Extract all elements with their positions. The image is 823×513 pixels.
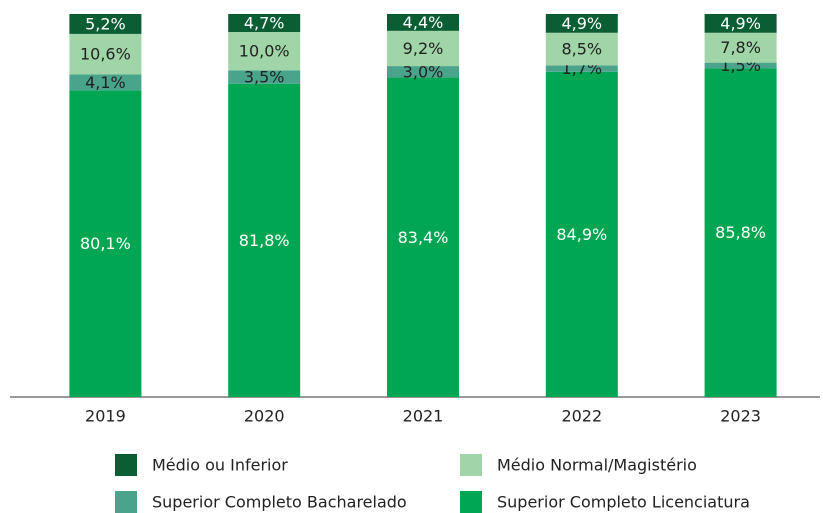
value-label: 4,4% (403, 13, 444, 32)
value-label: 8,5% (561, 40, 602, 59)
value-label: 4,7% (244, 14, 285, 33)
value-label: 3,5% (244, 68, 285, 87)
bar-segment (704, 62, 777, 69)
bar-segment (69, 90, 142, 397)
x-tick-label: 2019 (85, 407, 126, 426)
bar-segment (545, 32, 618, 66)
bar-segment (69, 33, 142, 75)
legend-label: Superior Completo Bacharelado (152, 493, 407, 512)
bar-segment (545, 65, 618, 72)
value-label: 9,2% (403, 39, 444, 58)
value-label: 3,0% (403, 62, 444, 81)
value-label: 84,9% (556, 225, 607, 244)
bar-segment (387, 66, 459, 78)
bar-segment (704, 14, 777, 33)
value-label: 7,8% (720, 38, 761, 57)
legend-swatch (460, 454, 482, 476)
bar-segment (228, 14, 301, 33)
legend-swatch (115, 454, 137, 476)
legend-label: Superior Completo Licenciatura (497, 493, 750, 512)
value-label: 5,2% (85, 14, 126, 33)
value-label: 4,9% (720, 14, 761, 33)
legend-label: Médio Normal/Magistério (497, 456, 697, 475)
x-tick-label: 2020 (244, 407, 285, 426)
value-label: 81,8% (239, 231, 290, 250)
bar-segment (387, 30, 459, 67)
value-label: 10,6% (80, 45, 131, 64)
x-tick-label: 2023 (720, 407, 761, 426)
value-label: 4,9% (561, 14, 602, 33)
bar-segment (228, 70, 301, 84)
value-label: 4,1% (85, 73, 126, 92)
value-label: 10,0% (239, 42, 290, 61)
bar-segment (228, 32, 301, 71)
legend-swatch (115, 491, 137, 513)
bar-segment (387, 77, 459, 397)
value-label: 80,1% (80, 234, 131, 253)
bar-segment (69, 14, 142, 34)
bar-segment (69, 74, 142, 91)
bar-segment (704, 32, 777, 63)
bar-segment (545, 14, 618, 33)
legend-swatch (460, 491, 482, 513)
bar-segment (704, 68, 777, 398)
bar-segment (387, 14, 459, 31)
value-label: 83,4% (398, 228, 449, 247)
bar-segment (545, 71, 618, 397)
value-label: 85,8% (715, 223, 766, 242)
bar-segment (228, 83, 301, 398)
x-tick-label: 2022 (561, 407, 602, 426)
x-tick-label: 2021 (403, 407, 444, 426)
legend-label: Médio ou Inferior (152, 456, 288, 475)
